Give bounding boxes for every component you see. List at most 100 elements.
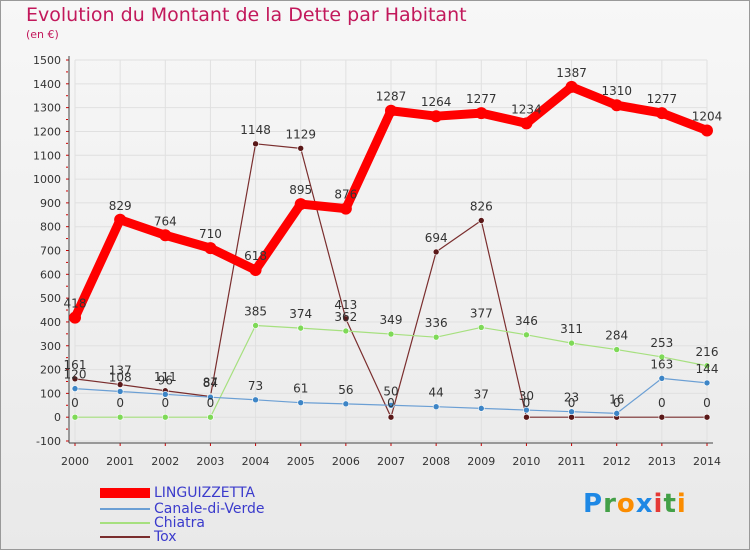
data-label: 1310 (601, 84, 632, 98)
data-point (116, 381, 124, 388)
logo-letter: P (583, 489, 604, 519)
data-label: 694 (425, 231, 448, 245)
data-point (249, 264, 262, 277)
y-tick-label: 1100 (33, 149, 61, 162)
y-tick-label: 700 (40, 245, 61, 258)
data-label: 37 (474, 387, 489, 401)
data-point (69, 311, 81, 324)
data-point (568, 408, 575, 416)
data-point (432, 248, 440, 256)
data-point (565, 80, 578, 93)
y-tick-label: -100 (36, 435, 61, 448)
data-label: 30 (519, 389, 534, 403)
data-label: 710 (199, 227, 222, 241)
y-tick-label: 0 (54, 411, 61, 424)
y-tick-label: 1400 (33, 78, 61, 91)
data-point (207, 393, 214, 401)
data-point (252, 140, 259, 148)
data-label: 0 (116, 396, 124, 410)
data-label: 1148 (240, 123, 271, 137)
y-tick-label: 300 (40, 340, 61, 353)
data-point (655, 107, 668, 120)
y-tick-label: 900 (40, 197, 61, 210)
data-point (430, 110, 443, 123)
data-label: 50 (383, 384, 398, 398)
axes: -100010020030040050060070080090010001100… (33, 54, 721, 468)
data-label: 1277 (466, 92, 497, 106)
y-tick-label: 500 (40, 292, 61, 305)
data-label: 0 (658, 396, 666, 410)
x-tick-label: 2012 (603, 455, 631, 468)
data-label: 144 (696, 362, 719, 376)
logo-letter: x (635, 489, 654, 519)
data-point (523, 331, 530, 339)
data-label: 0 (71, 396, 79, 410)
data-point (432, 333, 440, 341)
legend-item: LINGUIZZETTA (100, 486, 255, 500)
legend-swatch (100, 536, 150, 538)
data-label: 253 (650, 336, 673, 350)
data-label: 374 (289, 307, 312, 321)
data-point (294, 198, 307, 211)
data-point (701, 124, 713, 137)
data-label: 349 (380, 313, 403, 327)
data-point (297, 324, 305, 332)
data-point (159, 229, 172, 242)
x-tick-label: 2009 (467, 455, 495, 468)
grid-lines (74, 59, 708, 442)
data-point (161, 413, 169, 421)
logo-letter: t (663, 489, 677, 519)
data-point (477, 217, 485, 224)
data-point (613, 346, 621, 353)
y-tick-label: 400 (40, 316, 61, 329)
data-point (204, 242, 217, 255)
data-point (297, 145, 305, 152)
legend-swatch (100, 508, 150, 510)
x-tick-label: 2003 (196, 455, 224, 468)
x-tick-label: 2013 (648, 455, 676, 468)
x-tick-label: 2005 (287, 455, 315, 468)
y-tick-label: 200 (40, 364, 61, 377)
x-tick-label: 2010 (512, 455, 540, 468)
data-point (161, 391, 169, 398)
logo-letter: i (653, 489, 664, 519)
data-label: 895 (289, 183, 312, 197)
y-tick-label: 100 (40, 387, 61, 400)
data-label: 0 (387, 396, 395, 410)
data-point (387, 413, 395, 421)
legend-label: LINGUIZZETTA (154, 485, 256, 501)
data-label: 1234 (511, 102, 542, 116)
data-label: 829 (109, 199, 132, 213)
y-tick-label: 1500 (33, 54, 61, 67)
data-point (339, 202, 352, 215)
x-tick-label: 2008 (422, 455, 450, 468)
data-label: 1277 (647, 92, 678, 106)
legend-item: Tox (100, 530, 177, 544)
data-label: 16 (609, 392, 624, 406)
data-point (703, 362, 711, 370)
x-tick-label: 2001 (106, 455, 134, 468)
y-tick-label: 600 (40, 268, 61, 281)
x-tick-label: 2011 (558, 455, 586, 468)
data-point (523, 406, 530, 414)
data-point (658, 413, 666, 421)
data-point (703, 413, 711, 421)
data-point (477, 324, 485, 331)
data-label: 1264 (421, 95, 452, 109)
x-tick-label: 2006 (332, 455, 360, 468)
data-label: 284 (605, 329, 628, 343)
data-point (613, 410, 621, 417)
data-labels: 418 829 764 710 618 895 876 1287 1264 1277 1234 138… (64, 66, 723, 410)
data-label: 44 (429, 386, 444, 400)
legend-item: Chiatra (100, 516, 205, 530)
data-point (568, 413, 575, 421)
data-label: 0 (207, 396, 215, 410)
data-point (475, 107, 488, 120)
data-point (252, 322, 259, 329)
data-point (342, 315, 350, 323)
data-label: 216 (696, 345, 719, 359)
data-label: 0 (703, 396, 711, 410)
data-label: 61 (293, 382, 308, 396)
data-point (568, 339, 575, 347)
